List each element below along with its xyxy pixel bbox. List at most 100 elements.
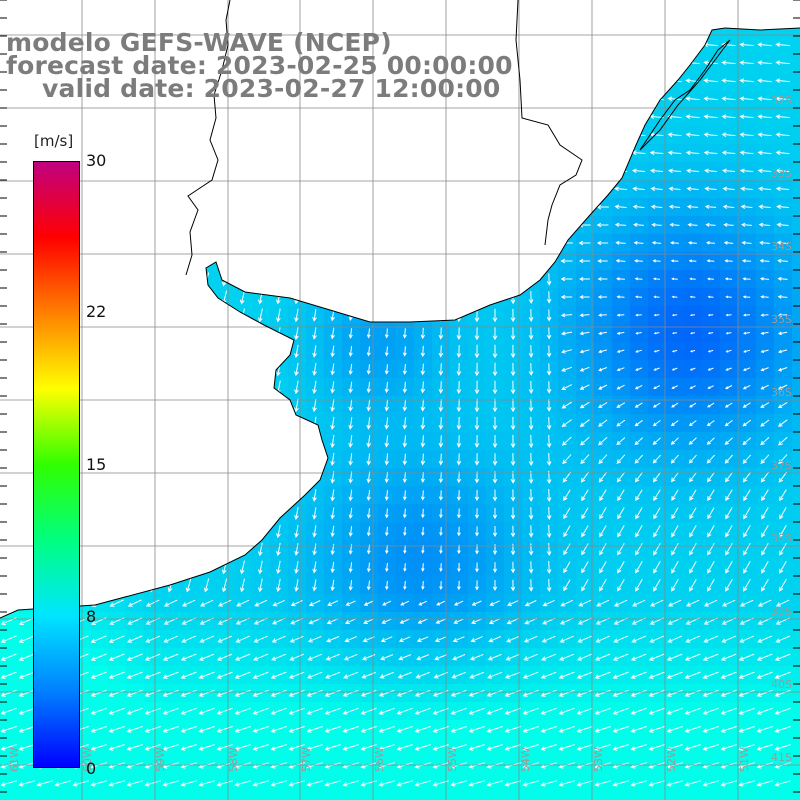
wind-arrow bbox=[149, 236, 156, 251]
sea-cell bbox=[360, 792, 378, 800]
wind-arrow bbox=[327, 600, 339, 606]
wind-arrow bbox=[345, 600, 356, 606]
sea-cell bbox=[126, 288, 144, 306]
wind-arrow bbox=[131, 362, 138, 377]
wind-arrow bbox=[474, 508, 480, 519]
sea-cell bbox=[360, 216, 378, 234]
wind-arrow bbox=[203, 218, 210, 233]
wind-arrow bbox=[468, 744, 485, 751]
wind-arrow bbox=[670, 259, 679, 263]
wind-arrow bbox=[360, 707, 377, 715]
wind-arrow bbox=[777, 419, 788, 427]
wind-arrow bbox=[234, 707, 251, 715]
wind-arrow bbox=[185, 344, 192, 359]
wind-arrow bbox=[617, 561, 625, 574]
sea-cell bbox=[270, 414, 288, 432]
wind-arrow bbox=[779, 489, 787, 502]
wind-arrow bbox=[4, 253, 13, 270]
wind-arrow bbox=[22, 343, 31, 360]
wind-arrow bbox=[546, 128, 552, 143]
wind-arrow bbox=[438, 490, 443, 501]
wind-arrow bbox=[616, 331, 625, 335]
sea-cell bbox=[360, 108, 378, 126]
wind-arrow bbox=[456, 110, 462, 125]
wind-arrow bbox=[743, 525, 751, 538]
wind-arrow bbox=[760, 349, 769, 353]
wind-arrow bbox=[634, 472, 643, 483]
wind-arrow bbox=[234, 689, 251, 697]
wind-arrow bbox=[725, 349, 732, 353]
wind-arrow bbox=[599, 543, 607, 556]
sea-cell bbox=[450, 288, 468, 306]
wind-arrow bbox=[720, 671, 737, 679]
sea-cell bbox=[0, 504, 18, 522]
wind-arrow bbox=[22, 181, 31, 198]
wind-arrow bbox=[633, 240, 644, 245]
wind-arrow bbox=[648, 744, 665, 751]
wind-arrow bbox=[348, 489, 353, 502]
wind-arrow bbox=[384, 273, 390, 286]
wind-arrow bbox=[366, 110, 371, 125]
wind-arrow bbox=[366, 128, 371, 143]
wind-arrow bbox=[363, 618, 375, 624]
sea-cell bbox=[162, 126, 180, 144]
wind-arrow bbox=[546, 164, 552, 179]
wind-arrow bbox=[488, 636, 501, 643]
sea-cell bbox=[198, 342, 216, 360]
wind-arrow bbox=[198, 653, 215, 661]
sea-cell bbox=[270, 396, 288, 414]
wind-arrow bbox=[650, 186, 663, 192]
sea-cell bbox=[162, 342, 180, 360]
wind-arrow bbox=[707, 507, 715, 520]
wind-arrow bbox=[366, 562, 371, 573]
sea-cell bbox=[432, 216, 450, 234]
wind-arrow bbox=[510, 434, 516, 449]
sea-cell bbox=[342, 198, 360, 216]
sea-cell bbox=[450, 252, 468, 270]
wind-arrow bbox=[559, 96, 574, 102]
wind-arrow bbox=[239, 416, 245, 431]
sea-cell bbox=[522, 108, 540, 126]
wind-arrow bbox=[456, 508, 461, 519]
wind-arrow bbox=[306, 726, 323, 733]
wind-arrow bbox=[547, 2, 551, 15]
wind-arrow bbox=[416, 654, 430, 661]
wind-arrow bbox=[510, 453, 516, 466]
sea-cell bbox=[126, 126, 144, 144]
wind-arrow bbox=[113, 200, 120, 215]
sea-cell bbox=[792, 792, 800, 800]
lon-label: 54W bbox=[519, 747, 532, 772]
sea-cell bbox=[324, 270, 342, 288]
sea-cell bbox=[108, 126, 126, 144]
wind-arrow bbox=[504, 689, 521, 697]
wind-arrow bbox=[132, 2, 137, 15]
sea-cell bbox=[324, 144, 342, 162]
wind-arrow bbox=[707, 525, 715, 538]
wind-arrow bbox=[689, 385, 696, 389]
wind-arrow bbox=[702, 689, 719, 697]
wind-arrow bbox=[167, 434, 174, 449]
sea-cell bbox=[468, 108, 486, 126]
wind-arrow bbox=[167, 506, 174, 521]
sea-cell bbox=[792, 396, 800, 414]
wind-arrow bbox=[707, 578, 715, 592]
wind-arrow bbox=[348, 328, 353, 339]
sea-cell bbox=[234, 0, 252, 18]
wind-arrow bbox=[402, 453, 408, 466]
wind-arrow bbox=[721, 78, 736, 84]
wind-arrow bbox=[217, 635, 232, 643]
wind-arrow bbox=[95, 577, 102, 593]
wind-arrow bbox=[167, 236, 174, 251]
wind-arrow bbox=[312, 290, 317, 305]
wind-arrow bbox=[456, 345, 462, 358]
wind-arrow bbox=[0, 726, 17, 733]
wind-arrow bbox=[738, 653, 755, 661]
wind-arrow bbox=[22, 217, 31, 234]
wind-arrow bbox=[185, 506, 192, 521]
wind-arrow bbox=[760, 313, 769, 317]
wind-arrow bbox=[272, 599, 285, 607]
sea-cell bbox=[252, 216, 270, 234]
wind-arrow bbox=[149, 416, 156, 431]
wind-arrow bbox=[180, 671, 197, 679]
wind-arrow bbox=[492, 489, 498, 502]
